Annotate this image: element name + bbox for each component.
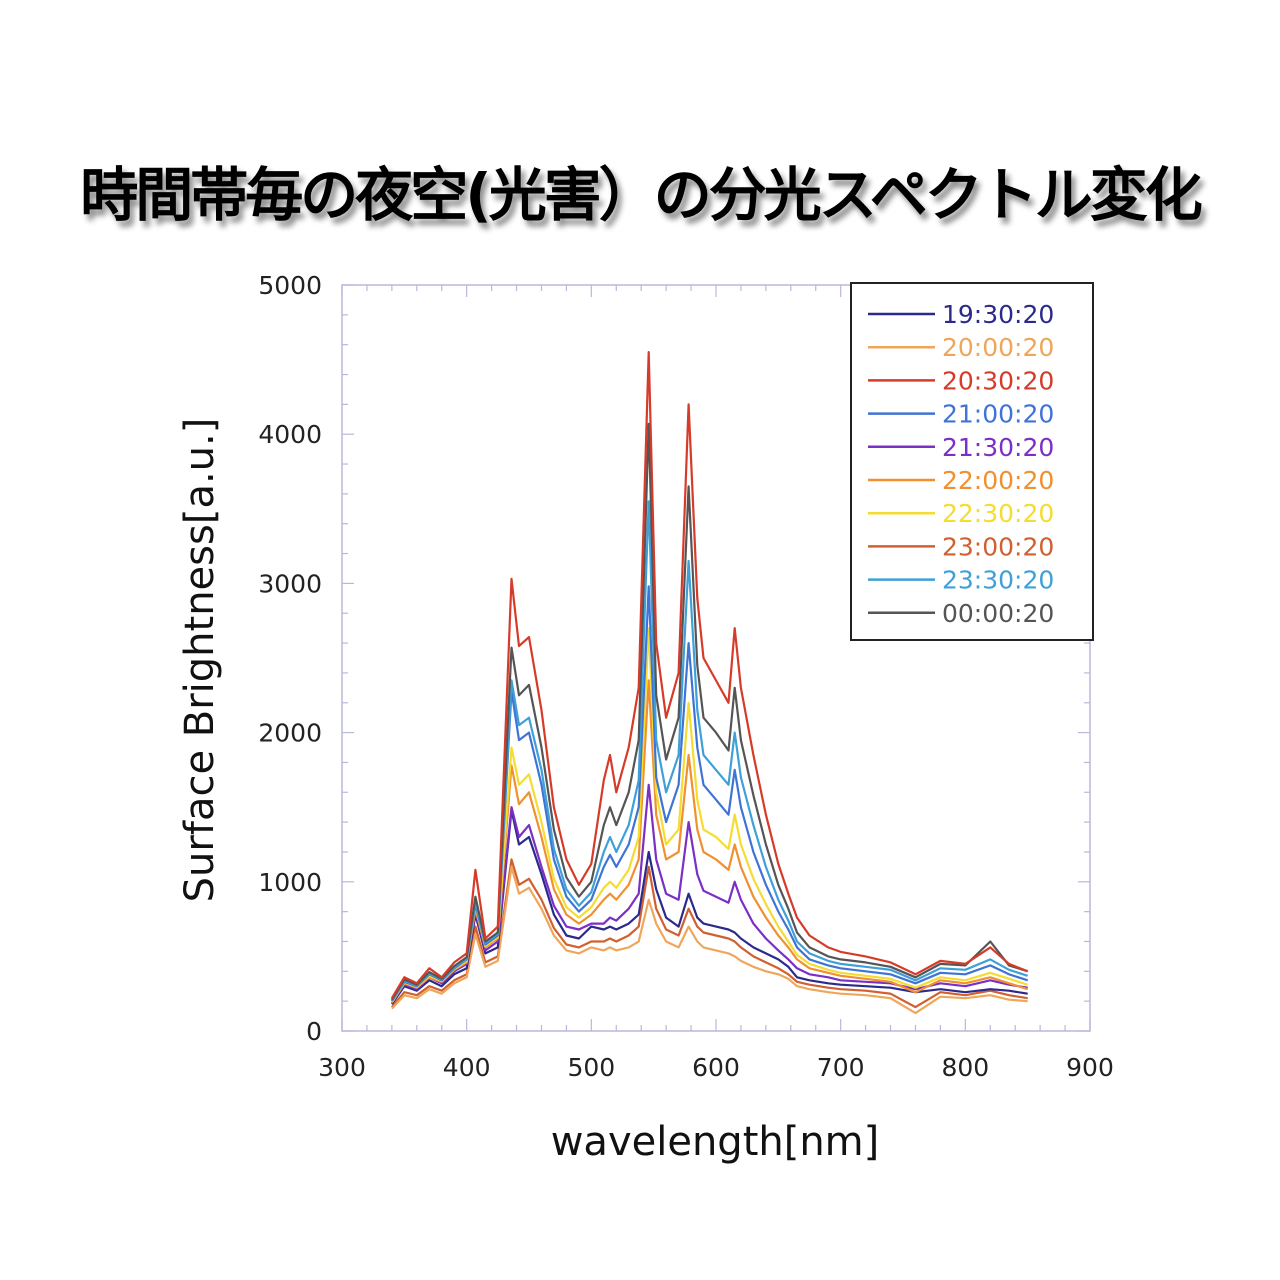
chart-title: 時間帯毎の夜空(光害）の分光スペクトル変化 (80, 161, 1202, 229)
series-line-223020 (390, 627, 1029, 1003)
series-line-213020 (390, 783, 1028, 1004)
x-tick-label: 700 (817, 1053, 865, 1082)
legend-label: 20:00:20 (942, 333, 1054, 362)
legend-label: 23:00:20 (942, 532, 1054, 561)
x-axis-label: wavelength[nm] (551, 1119, 880, 1165)
series-line-000020 (390, 422, 1029, 1001)
legend-label: 21:30:20 (942, 433, 1054, 462)
x-tick-label: 500 (567, 1053, 615, 1082)
series-line-203020 (390, 351, 1029, 999)
series-line-220020 (390, 679, 1029, 1004)
series-line-210020 (390, 585, 1029, 1002)
series-line-200020 (391, 865, 1028, 1015)
y-tick-label: 1000 (258, 868, 322, 897)
legend-label: 22:30:20 (942, 499, 1054, 528)
y-tick-label: 2000 (258, 719, 322, 748)
y-tick-label: 3000 (258, 569, 322, 598)
legend-label: 21:00:20 (942, 400, 1054, 429)
axis-ticks: 300 400 500 600 700 800 900 0 1000 2000 3000 4000 50… (258, 271, 1113, 1082)
legend-label: 20:30:20 (942, 366, 1054, 395)
legend-label: 22:00:20 (942, 466, 1054, 495)
y-tick-label: 5000 (258, 271, 322, 300)
legend-label: 23:30:20 (942, 566, 1054, 595)
y-tick-label: 0 (306, 1017, 322, 1046)
y-tick-label: 4000 (258, 420, 322, 449)
x-tick-label: 400 (443, 1053, 491, 1082)
y-axis-label: Surface Brightness[a.u.] (177, 418, 223, 903)
series-line-233020 (390, 500, 1029, 1001)
x-tick-label: 900 (1066, 1053, 1114, 1082)
x-tick-label: 300 (318, 1053, 366, 1082)
legend: 19:30:20 20:00:20 20:30:20 21:00:20 21:30:20… (850, 282, 1094, 641)
legend-label: 19:30:20 (942, 300, 1054, 329)
legend-label: 00:00:20 (942, 599, 1054, 628)
x-tick-label: 600 (692, 1053, 740, 1082)
series-line-193020 (390, 809, 1028, 1005)
series-lines (390, 351, 1029, 1015)
series-line-230020 (391, 858, 1028, 1009)
x-tick-label: 800 (941, 1053, 989, 1082)
